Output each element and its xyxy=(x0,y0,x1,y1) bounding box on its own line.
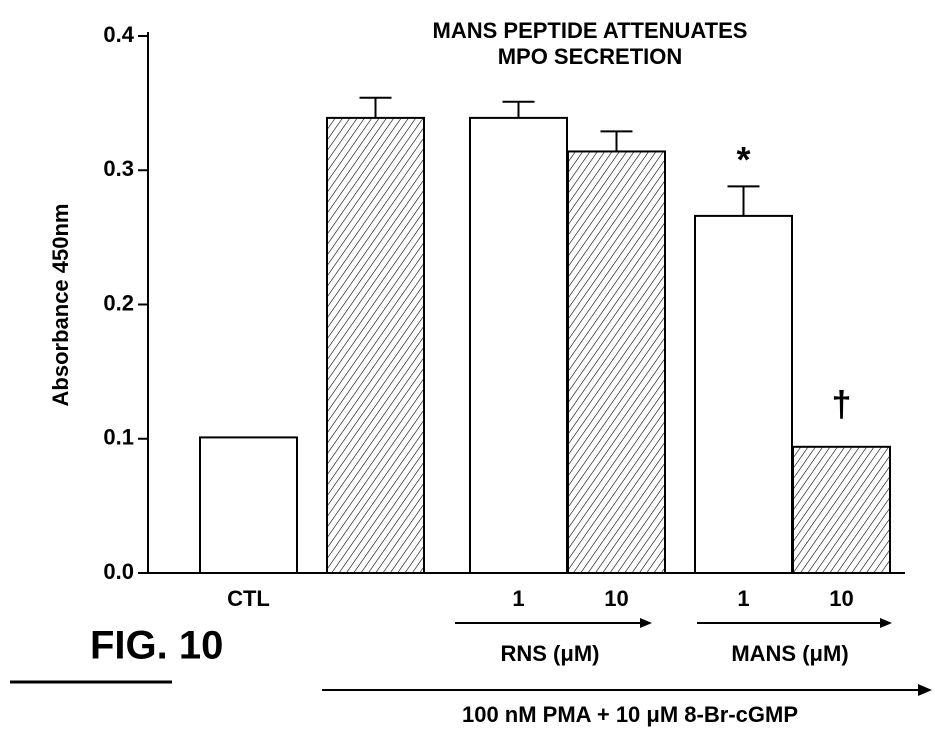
bar xyxy=(792,445,891,574)
x-tick-label: 10 xyxy=(604,586,628,611)
bar xyxy=(469,116,568,575)
x-tick-label: 1 xyxy=(737,586,749,611)
treatment-label: 100 nM PMA + 10 μM 8-Br-cGMP xyxy=(462,702,798,727)
group-label: RNS (μM) xyxy=(501,641,600,666)
chart-title: MANS PEPTIDE ATTENUATES xyxy=(433,18,748,43)
annotation: * xyxy=(736,139,750,180)
bar xyxy=(567,150,666,575)
arrow-head xyxy=(918,684,932,696)
annotation: † xyxy=(831,383,851,424)
y-tick-label: 0.1 xyxy=(103,425,134,450)
y-tick-label: 0.0 xyxy=(103,559,134,584)
bar xyxy=(199,436,298,574)
bar xyxy=(326,116,425,575)
y-tick-label: 0.4 xyxy=(103,22,134,47)
y-axis-label: Absorbance 450nm xyxy=(48,204,73,407)
x-tick-label: 10 xyxy=(829,586,853,611)
bar xyxy=(694,214,793,575)
x-tick-label: 1 xyxy=(512,586,524,611)
group-label: MANS (μM) xyxy=(731,641,848,666)
arrow-head xyxy=(880,618,892,628)
y-tick-label: 0.2 xyxy=(103,290,134,315)
arrow-head xyxy=(640,618,652,628)
figure-label: FIG. 10 xyxy=(90,624,223,668)
chart-title: MPO SECRETION xyxy=(498,44,683,69)
x-tick-label: CTL xyxy=(227,586,270,611)
y-tick-label: 0.3 xyxy=(103,156,134,181)
